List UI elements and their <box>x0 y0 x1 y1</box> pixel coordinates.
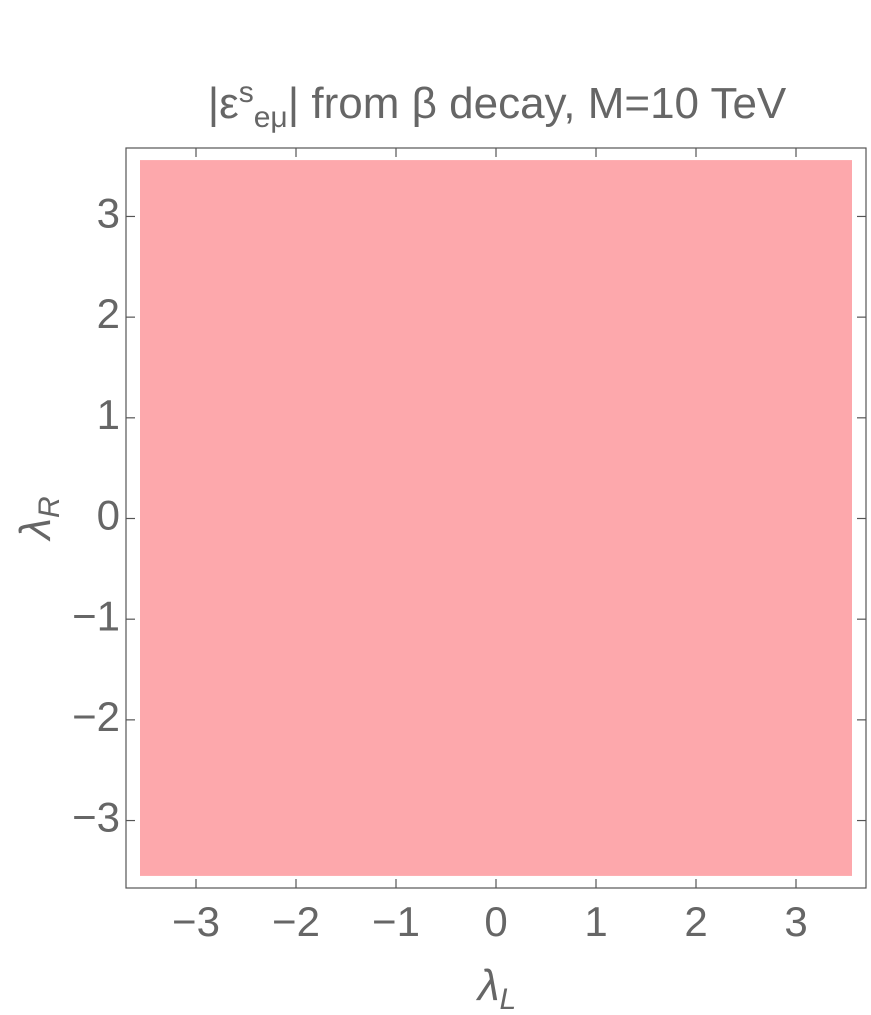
y-tick-label: −3 <box>72 794 120 841</box>
title-part: s <box>239 76 254 109</box>
x-tick-label: 2 <box>684 898 707 945</box>
x-tick-label: −3 <box>172 898 220 945</box>
xlabel-part: L <box>499 983 516 1015</box>
y-tick-label: 3 <box>97 190 120 237</box>
x-tick-label: 0 <box>484 898 507 945</box>
x-tick-label: 3 <box>784 898 807 945</box>
x-tick-label: −1 <box>372 898 420 945</box>
ylabel-part: λ <box>11 518 60 542</box>
x-axis-label: λL <box>476 961 516 1015</box>
xlabel-part: λ <box>476 961 500 1010</box>
ylabel-part: R <box>33 496 66 518</box>
region <box>140 160 852 876</box>
x-tick-label: 1 <box>584 898 607 945</box>
title-part: |ε <box>208 79 239 128</box>
y-tick-label: 2 <box>97 290 120 337</box>
title-part: eμ <box>254 101 288 134</box>
y-axis-label: λR <box>11 496 66 541</box>
chart-title: |εseμ| from β decay, M=10 TeV <box>208 76 787 135</box>
title-part: | from β decay, M=10 TeV <box>288 79 787 128</box>
x-tick-label: −2 <box>272 898 320 945</box>
y-tick-label: 1 <box>97 391 120 438</box>
y-tick-label: 0 <box>97 492 120 539</box>
y-tick-label: −1 <box>72 592 120 639</box>
y-tick-label: −2 <box>72 693 120 740</box>
